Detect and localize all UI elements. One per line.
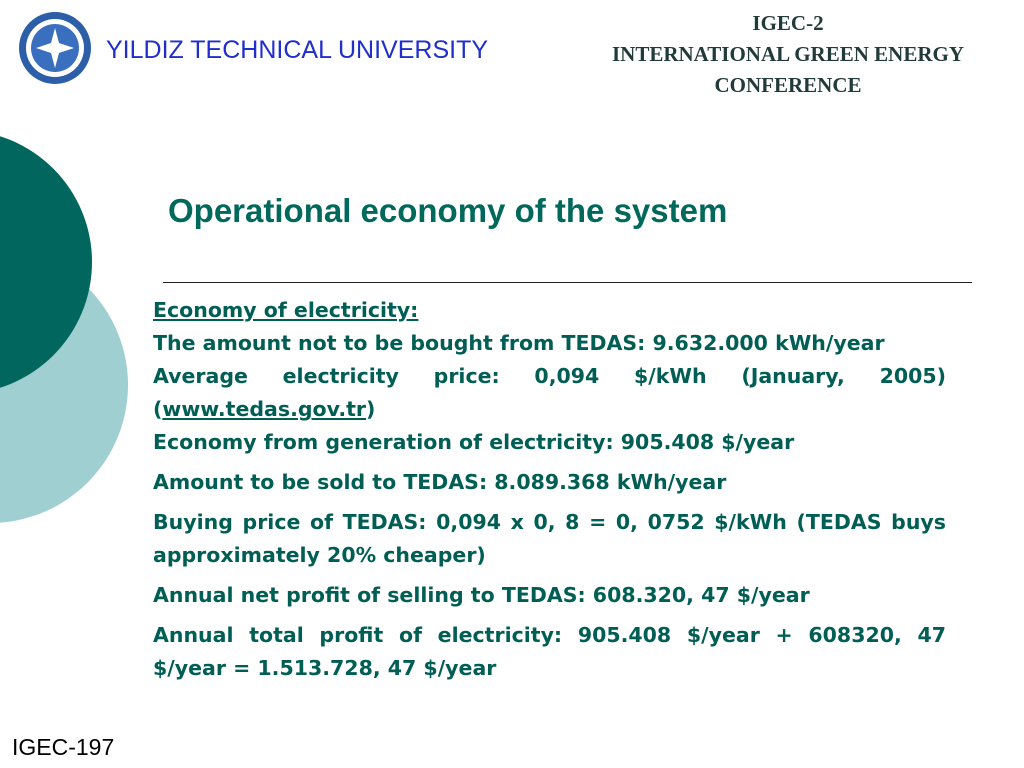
paragraph: Annual net profit of selling to TEDAS: 6… xyxy=(153,583,810,607)
slide-number: IGEC-197 xyxy=(12,734,115,760)
paragraph: Buying price of TEDAS: 0,094 x 0, 8 = 0,… xyxy=(153,510,946,567)
paragraph: Economy from generation of electricity: … xyxy=(153,430,795,454)
heading: Economy of electricity: xyxy=(153,298,419,322)
link[interactable]: www.tedas.gov.tr xyxy=(162,397,367,421)
paragraph: Annual total profit of electricity: 905.… xyxy=(153,623,946,680)
paragraph-text: ) xyxy=(366,397,376,421)
conference-line: CONFERENCE xyxy=(714,73,862,97)
paragraph: The amount not to be bought from TEDAS: … xyxy=(153,331,885,355)
university-name: YILDIZ TECHNICAL UNIVERSITY xyxy=(106,36,489,64)
slide-title: Operational economy of the system xyxy=(168,192,728,229)
dark-circle xyxy=(0,136,92,388)
conference-name: IGEC-2 INTERNATIONAL GREEN ENERGY CONFER… xyxy=(570,8,1006,101)
conference-line: IGEC-2 xyxy=(752,11,824,35)
paragraph-text: Average electricity price: 0,094 $/kWh (… xyxy=(153,364,946,421)
paragraph: Amount to be sold to TEDAS: 8.089.368 kW… xyxy=(153,470,727,494)
logo xyxy=(19,12,91,84)
paragraph: Average electricity price: 0,094 $/kWh (… xyxy=(153,360,946,426)
slide-body: Economy of electricity: The amount not t… xyxy=(153,294,946,685)
divider xyxy=(163,282,972,283)
decoration xyxy=(0,12,128,523)
conference-line: INTERNATIONAL GREEN ENERGY xyxy=(611,42,964,66)
